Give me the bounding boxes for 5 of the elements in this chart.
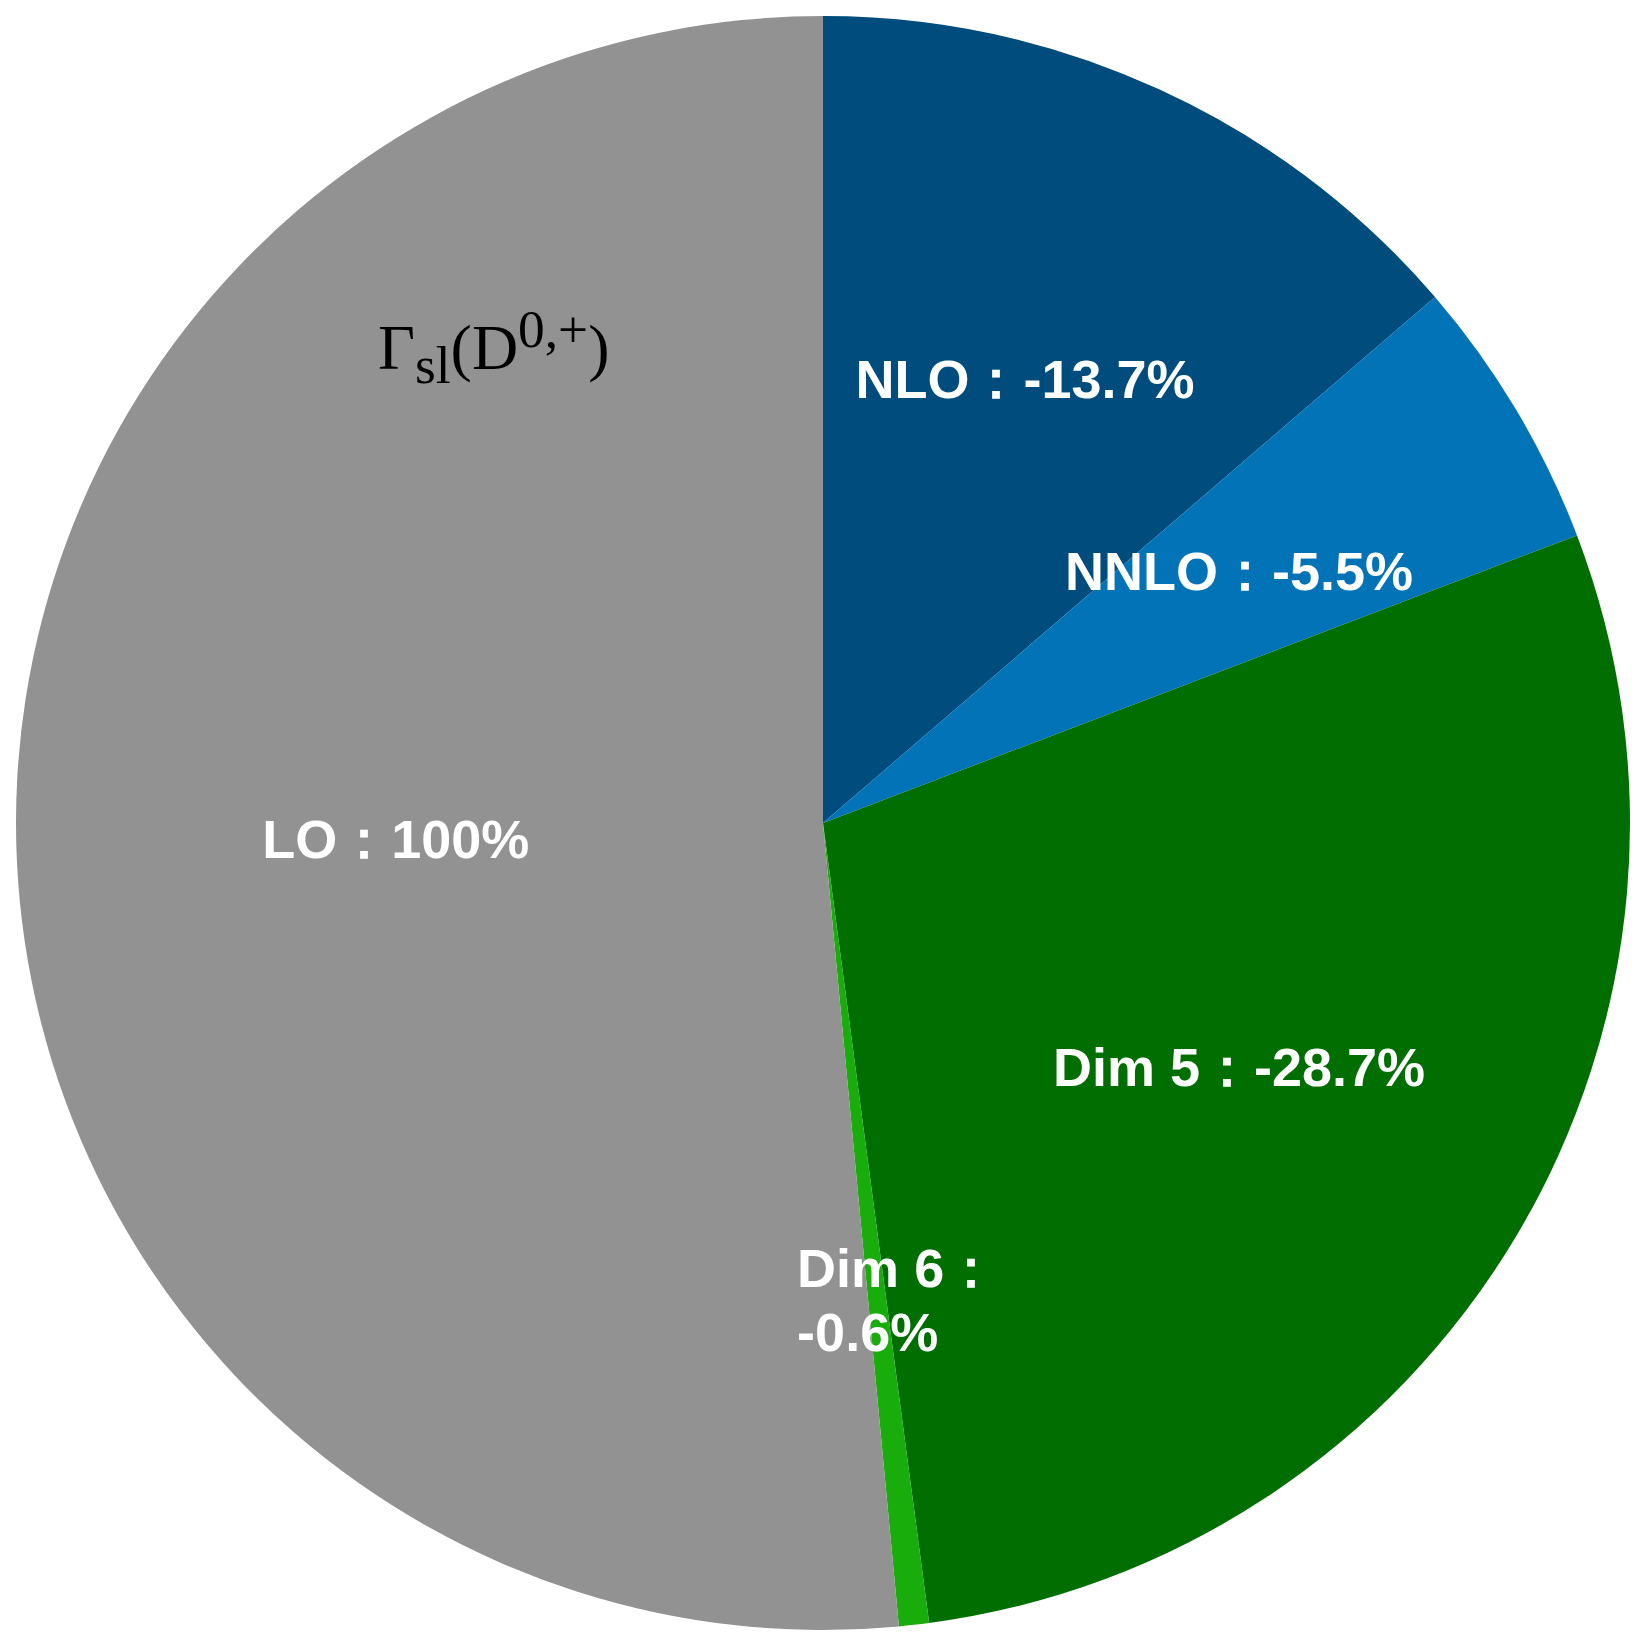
slice-label: LO：100%	[262, 809, 530, 870]
slice-label: NNLO：-5.5%	[1064, 541, 1414, 602]
text: Γ$_{sl}$(D$^{0,+}$)	[378, 298, 610, 397]
slice-label: NLO：-13.7%	[855, 348, 1195, 409]
slice-label: Dim 5：-28.7%	[1052, 1036, 1426, 1097]
